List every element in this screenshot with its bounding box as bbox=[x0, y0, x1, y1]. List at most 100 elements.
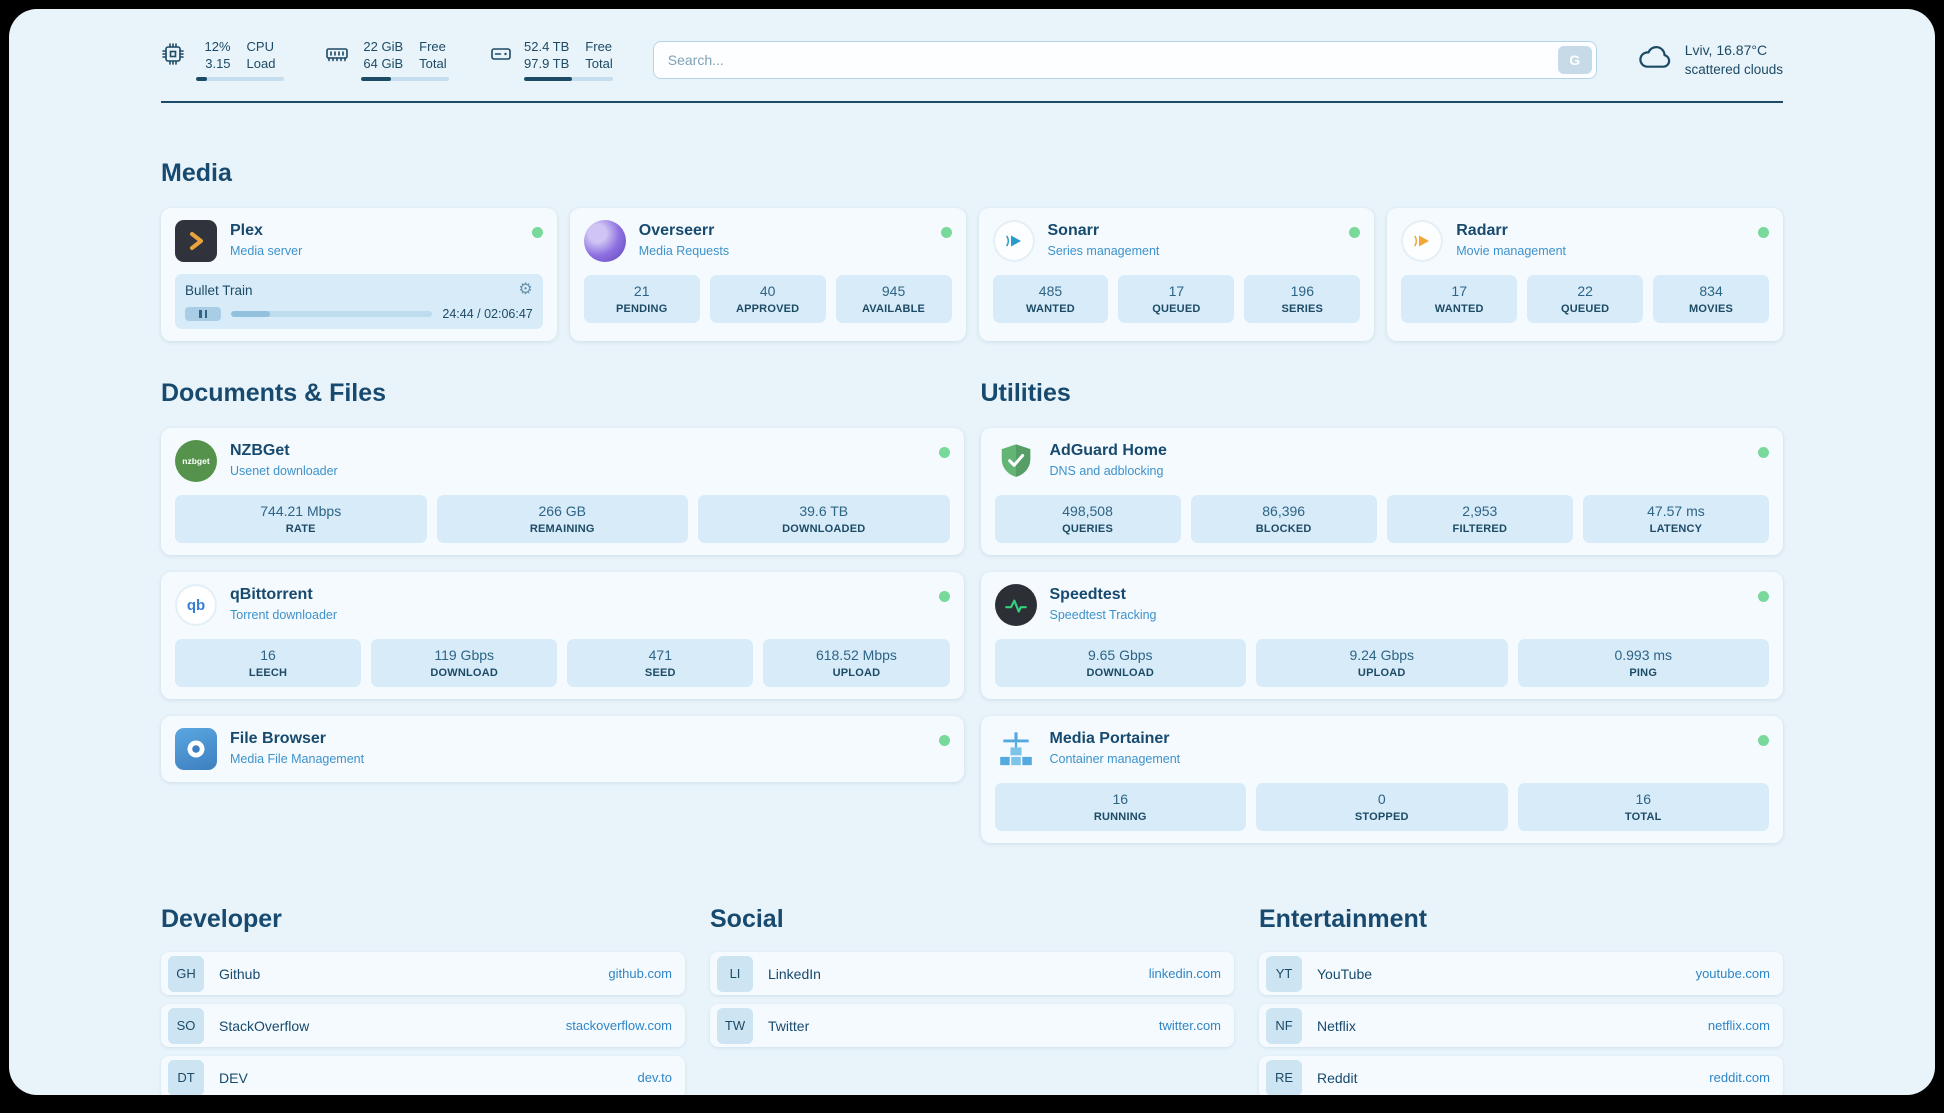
ram-progress-bar bbox=[361, 77, 449, 81]
bookmark-name: DEV bbox=[219, 1069, 248, 1086]
disk-free-label: Free bbox=[585, 39, 613, 54]
section-utilities: Utilities bbox=[980, 379, 1783, 843]
status-dot bbox=[938, 447, 950, 458]
app-name: NZBGet bbox=[230, 442, 290, 459]
bookmark-url[interactable]: github.com bbox=[608, 966, 672, 981]
bookmark-url[interactable]: reddit.com bbox=[1709, 1070, 1770, 1085]
bookmark-github[interactable]: GH Github github.com bbox=[161, 952, 685, 995]
status-dot bbox=[938, 591, 950, 602]
bookmark-youtube[interactable]: YT YouTube youtube.com bbox=[1259, 952, 1783, 995]
app-subtitle: Speedtest Tracking bbox=[1049, 608, 1157, 622]
bookmark-linkedin[interactable]: LI LinkedIn linkedin.com bbox=[710, 952, 1234, 995]
stat-tile: 21 PENDING bbox=[583, 275, 700, 323]
disk-total-value: 97.9 TB bbox=[524, 56, 570, 71]
disk-progress-bar bbox=[524, 77, 613, 81]
bookmark-badge: DT bbox=[168, 1059, 204, 1095]
bookmark-twitter[interactable]: TW Twitter twitter.com bbox=[710, 1004, 1234, 1047]
bookmark-badge: SO bbox=[168, 1007, 204, 1044]
status-dot bbox=[1758, 735, 1769, 746]
bookmark-netflix[interactable]: NF Netflix netflix.com bbox=[1259, 1004, 1783, 1047]
header-divider bbox=[161, 101, 1783, 103]
documents-section-title: Documents & Files bbox=[161, 379, 387, 407]
bookmark-name: Reddit bbox=[1317, 1069, 1358, 1086]
bookmark-url[interactable]: youtube.com bbox=[1695, 966, 1770, 981]
bookmark-url[interactable]: stackoverflow.com bbox=[565, 1018, 672, 1033]
developer-section-title: Developer bbox=[161, 905, 282, 933]
nzbget-card[interactable]: nzbget NZBGet Usenet downloader 744.21 M… bbox=[161, 428, 964, 555]
qbittorrent-icon: qb bbox=[175, 584, 217, 626]
stat-tile: 471 SEED bbox=[567, 639, 754, 687]
ram-free-value: 22 GiB bbox=[363, 39, 404, 54]
stat-tile: 17 QUEUED bbox=[1118, 275, 1235, 323]
cpu-icon bbox=[161, 42, 185, 71]
bookmark-url[interactable]: dev.to bbox=[637, 1070, 672, 1085]
app-subtitle: Movie management bbox=[1456, 244, 1567, 258]
playback-time: 24:44 / 02:06:47 bbox=[442, 307, 533, 321]
section-developer: Developer GH Github github.com SO StackO… bbox=[161, 905, 685, 1095]
sonarr-icon bbox=[992, 220, 1035, 262]
media-section-title: Media bbox=[161, 159, 232, 187]
pause-button[interactable] bbox=[185, 307, 221, 321]
app-subtitle: Container management bbox=[1049, 752, 1181, 766]
filebrowser-card[interactable]: File Browser Media File Management bbox=[161, 716, 964, 782]
plex-card[interactable]: Plex Media server Bullet Train ⚙ bbox=[161, 208, 557, 341]
stat-tile: 119 Gbps DOWNLOAD bbox=[371, 639, 558, 687]
app-subtitle: Media File Management bbox=[230, 752, 365, 766]
utilities-section-title: Utilities bbox=[980, 379, 1071, 407]
gear-icon[interactable]: ⚙ bbox=[518, 281, 533, 298]
stat-tile: 47.57 ms LATENCY bbox=[1582, 495, 1769, 543]
stat-tile: 618.52 Mbps UPLOAD bbox=[763, 639, 950, 687]
status-dot bbox=[1758, 591, 1769, 602]
search-engine-button[interactable]: G bbox=[1557, 46, 1592, 74]
status-dot bbox=[940, 227, 952, 238]
cpu-load-value: 3.15 bbox=[205, 56, 231, 71]
bookmark-badge: NF bbox=[1266, 1007, 1302, 1044]
cpu-usage-value: 12% bbox=[204, 39, 231, 54]
app-subtitle: Torrent downloader bbox=[230, 608, 338, 622]
bookmark-name: StackOverflow bbox=[219, 1017, 310, 1034]
status-dot bbox=[938, 735, 950, 746]
ram-free-label: Free bbox=[419, 39, 446, 54]
stat-tile: 86,396 BLOCKED bbox=[1190, 495, 1377, 543]
bookmark-reddit[interactable]: RE Reddit reddit.com bbox=[1259, 1056, 1783, 1095]
radarr-card[interactable]: Radarr Movie management 17 WANTED 22 QUE… bbox=[1387, 208, 1783, 341]
speedtest-icon bbox=[994, 584, 1037, 626]
speedtest-card[interactable]: Speedtest Speedtest Tracking 9.65 Gbps D… bbox=[980, 572, 1783, 699]
portainer-icon bbox=[995, 728, 1037, 770]
bookmark-url[interactable]: linkedin.com bbox=[1148, 966, 1221, 981]
stat-tile: 2,953 FILTERED bbox=[1386, 495, 1573, 543]
stat-tile: 39.6 TB DOWNLOADED bbox=[698, 495, 950, 543]
disk-total-label: Total bbox=[585, 56, 613, 71]
bookmark-name: YouTube bbox=[1317, 965, 1373, 982]
stat-tile: 16 TOTAL bbox=[1517, 783, 1769, 831]
sonarr-card[interactable]: Sonarr Series management 485 WANTED 17 Q… bbox=[978, 208, 1375, 341]
app-subtitle: DNS and adblocking bbox=[1049, 464, 1164, 478]
app-subtitle: Series management bbox=[1047, 244, 1160, 258]
bookmark-badge: RE bbox=[1266, 1059, 1302, 1095]
ram-total-value: 64 GiB bbox=[363, 56, 404, 71]
app-name: qBittorrent bbox=[230, 586, 313, 603]
playback-progress-bar[interactable] bbox=[231, 311, 433, 317]
bookmark-url[interactable]: twitter.com bbox=[1158, 1018, 1221, 1033]
stat-tile: 9.24 Gbps UPLOAD bbox=[1256, 639, 1508, 687]
bookmark-url[interactable]: netflix.com bbox=[1707, 1018, 1770, 1033]
search-input[interactable] bbox=[652, 41, 1597, 79]
adguard-card[interactable]: AdGuard Home DNS and adblocking 498,508 … bbox=[980, 428, 1783, 555]
bookmark-stackoverflow[interactable]: SO StackOverflow stackoverflow.com bbox=[161, 1004, 685, 1047]
app-name: Speedtest bbox=[1049, 586, 1126, 603]
portainer-card[interactable]: Media Portainer Container management 16 … bbox=[980, 716, 1783, 843]
stat-tile: 485 WANTED bbox=[992, 275, 1109, 323]
filebrowser-icon bbox=[175, 728, 217, 770]
status-dot bbox=[531, 227, 543, 238]
stat-tile: 16 RUNNING bbox=[994, 783, 1246, 831]
stat-tile: 22 QUEUED bbox=[1527, 275, 1644, 323]
overseerr-card[interactable]: Overseerr Media Requests 21 PENDING 40 A… bbox=[569, 208, 966, 341]
status-dot bbox=[1758, 447, 1769, 458]
bookmark-dev[interactable]: DT DEV dev.to bbox=[161, 1056, 685, 1095]
qbittorrent-card[interactable]: qb qBittorrent Torrent downloader 16 bbox=[161, 572, 964, 699]
section-documents: Documents & Files nzbget NZBGet Usenet d… bbox=[161, 379, 964, 843]
stat-tile: 498,508 QUERIES bbox=[994, 495, 1181, 543]
cpu-load-label: Load bbox=[246, 56, 276, 71]
weather-condition: scattered clouds bbox=[1684, 62, 1783, 78]
stat-tile: 196 SERIES bbox=[1244, 275, 1361, 323]
